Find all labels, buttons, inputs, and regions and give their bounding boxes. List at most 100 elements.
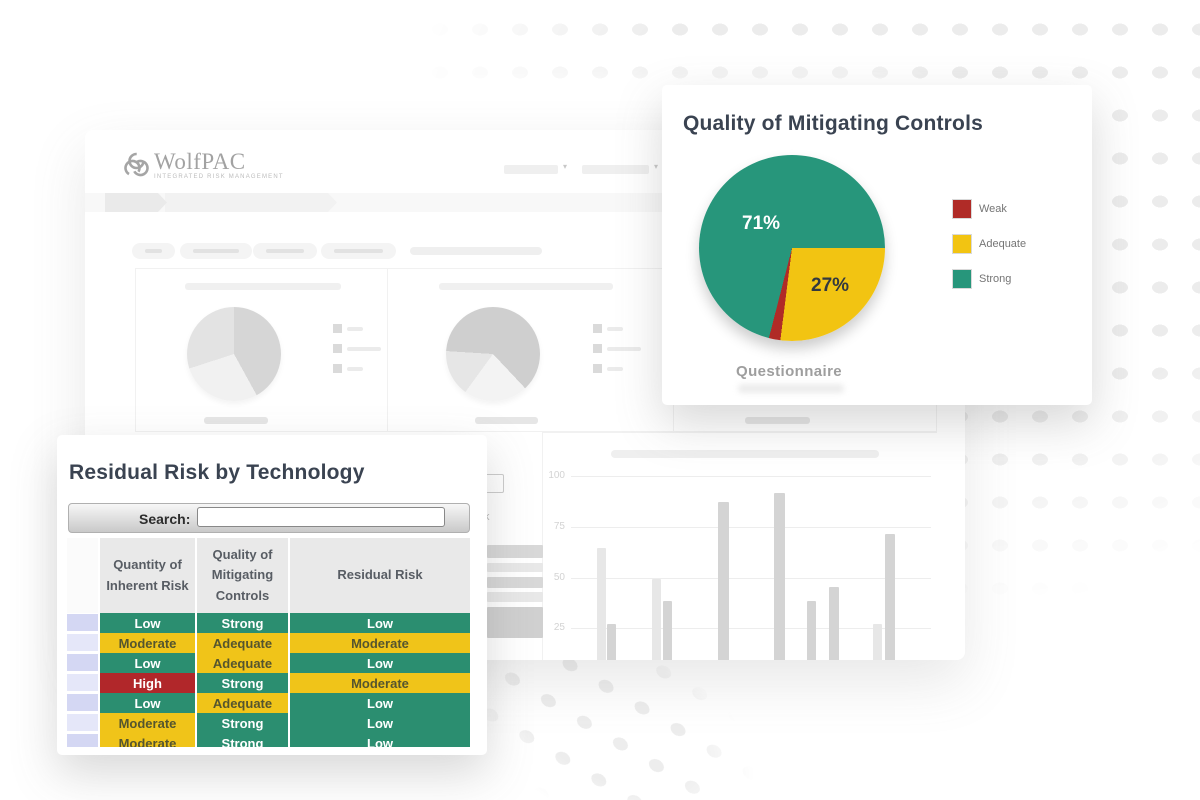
tab-placeholder-4[interactable] (321, 243, 396, 259)
risk-cell: Strong (195, 673, 288, 693)
placeholder-legend (593, 324, 642, 384)
risk-cell: Strong (195, 613, 288, 633)
legend-swatch-icon (952, 234, 972, 254)
table-row: Low Adequate Low (67, 693, 470, 713)
blurred-text-placeholder (738, 384, 844, 393)
placeholder-title (185, 283, 341, 290)
risk-cell: High (98, 673, 195, 693)
table-row: Moderate Adequate Moderate (67, 633, 470, 653)
risk-cell: Low (288, 693, 470, 713)
risk-table-body: Low Strong Low Moderate Adequate Moderate Low A… (67, 613, 470, 747)
column-header: Residual Risk (288, 538, 470, 613)
table-row: Low Strong Low (67, 613, 470, 633)
risk-cell: Strong (195, 713, 288, 733)
pie-legend: Weak Adequate Strong (952, 199, 1026, 304)
white-glow-overlay (0, 0, 360, 140)
axis-tick-label: 25 (553, 622, 565, 633)
risk-cell: Moderate (98, 713, 195, 733)
chevron-down-icon: ▾ (563, 162, 568, 171)
placeholder-caption (744, 417, 810, 424)
gridline (571, 476, 931, 477)
placeholder-caption (204, 417, 268, 424)
row-index-cell (67, 633, 98, 653)
placeholder-bar (597, 548, 606, 660)
tab-placeholder-3[interactable] (253, 243, 317, 259)
gridline (571, 578, 931, 579)
filter-select-1[interactable] (504, 165, 558, 174)
risk-cell: Low (288, 613, 470, 633)
bar-chart-card: 100 75 50 25 (542, 432, 937, 660)
risk-cell: Moderate (288, 673, 470, 693)
risk-cell: Low (98, 653, 195, 673)
breadcrumb-step-2 (165, 193, 337, 212)
placeholder-bar (885, 534, 895, 660)
residual-risk-card: Residual Risk by Technology Search: Quan… (57, 435, 487, 755)
filter-select-2[interactable] (582, 165, 649, 174)
axis-tick-label: 50 (553, 572, 565, 583)
breadcrumb-step-1 (105, 193, 167, 212)
risk-cell: Low (288, 653, 470, 673)
column-header: Quantity of Inherent Risk (98, 538, 195, 613)
legend-label: Adequate (979, 238, 1027, 250)
table-row: High Strong Moderate (67, 673, 470, 693)
axis-tick-label: 100 (548, 470, 565, 481)
chart-caption: Questionnaire (736, 363, 843, 380)
logo-tagline: INTEGRATED RISK MANAGEMENT (154, 174, 284, 180)
placeholder-row (487, 577, 543, 588)
legend-item: Strong (952, 269, 1026, 289)
pie-label-adequate: 27% (811, 275, 850, 296)
table-toolbar: Search: (68, 503, 470, 533)
tab-label-placeholder (410, 247, 542, 255)
placeholder-bar (774, 493, 785, 660)
row-index-cell (67, 733, 98, 747)
search-label: Search: (139, 511, 191, 527)
pie-label-strong: 71% (742, 213, 781, 234)
placeholder-bar (829, 587, 839, 660)
placeholder-pie-chart (187, 307, 281, 401)
card-title: Residual Risk by Technology (69, 461, 365, 484)
legend-item: Weak (952, 199, 1026, 219)
placeholder-pie-chart (446, 307, 541, 401)
search-input[interactable] (197, 507, 445, 527)
risk-cell: Low (288, 713, 470, 733)
risk-table: Quantity of Inherent Risk Quality of Miti… (67, 538, 470, 747)
legend-item: Adequate (952, 234, 1026, 254)
placeholder-bar (718, 502, 729, 660)
placeholder-row (487, 592, 543, 602)
placeholder-legend (333, 324, 381, 384)
table-row: Moderate Strong Low (67, 713, 470, 733)
placeholder-pie-card-2 (388, 269, 674, 431)
table-row: Low Adequate Low (67, 653, 470, 673)
placeholder-row (487, 545, 543, 558)
row-index-cell (67, 673, 98, 693)
quality-controls-card: Quality of Mitigating Controls 71% 27% W… (662, 85, 1092, 405)
wolfpac-logo: WolfPAC INTEGRATED RISK MANAGEMENT (123, 149, 284, 185)
chevron-down-icon: ▾ (654, 162, 659, 171)
row-index-cell (67, 693, 98, 713)
card-title: Quality of Mitigating Controls (683, 112, 983, 135)
dashboard-card-row (135, 268, 937, 432)
row-index-cell (67, 653, 98, 673)
row-index-cell (67, 713, 98, 733)
logo-wordmark: WolfPAC (154, 149, 246, 174)
placeholder-title (439, 283, 614, 290)
placeholder-row (487, 607, 543, 638)
placeholder-bar (607, 624, 616, 660)
placeholder-title (611, 450, 879, 458)
column-header (67, 538, 98, 613)
row-index-cell (67, 613, 98, 633)
risk-table-header: Quantity of Inherent Risk Quality of Miti… (67, 538, 470, 613)
legend-label: Weak (979, 203, 1007, 215)
placeholder-bar (873, 624, 882, 660)
risk-cell: Low (98, 613, 195, 633)
risk-cell: Low (288, 733, 470, 747)
tab-placeholder-1[interactable] (132, 243, 175, 259)
risk-cell: Adequate (195, 653, 288, 673)
tab-placeholder-2[interactable] (180, 243, 252, 259)
gridline (571, 527, 931, 528)
table-row: Moderate Strong Low (67, 733, 470, 747)
risk-cell: Low (98, 693, 195, 713)
legend-swatch-icon (952, 269, 972, 289)
risk-cell: Moderate (288, 633, 470, 653)
